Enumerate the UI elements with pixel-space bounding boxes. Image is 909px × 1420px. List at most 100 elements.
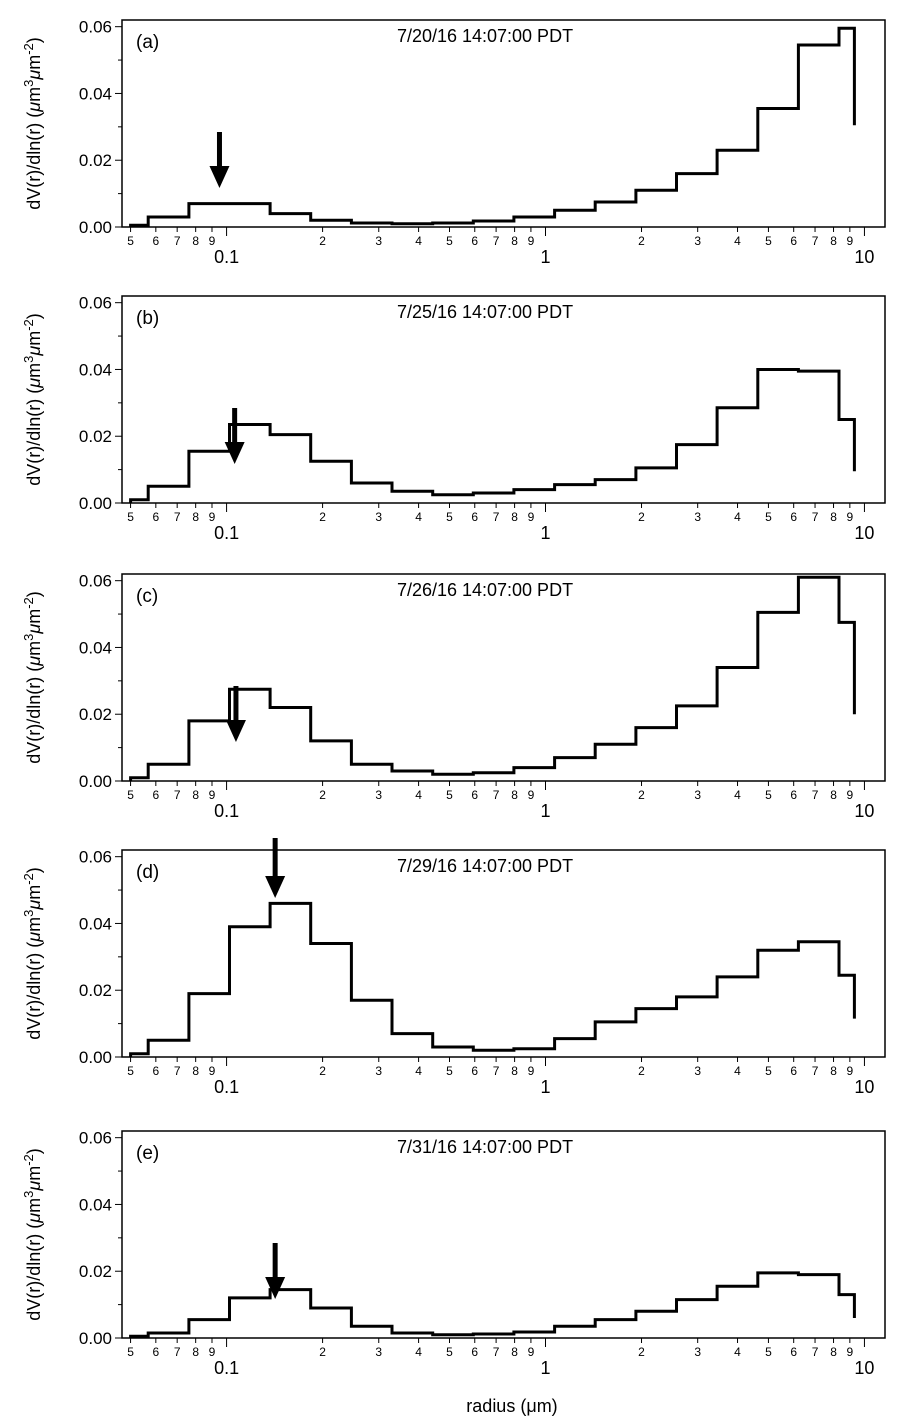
x-minor-tick-label: 8 bbox=[511, 510, 518, 524]
y-axis-title: dV(r)/dln(r) (μm3μm-2) bbox=[21, 37, 45, 210]
y-axis-title-part: m bbox=[24, 609, 44, 624]
x-minor-tick-label: 5 bbox=[127, 234, 134, 248]
x-minor-tick-label: 5 bbox=[127, 510, 134, 524]
x-minor-tick-label: 8 bbox=[192, 234, 199, 248]
x-minor-tick-label: 9 bbox=[209, 234, 216, 248]
x-minor-tick-label: 9 bbox=[847, 234, 854, 248]
x-minor-tick-label: 6 bbox=[790, 1345, 797, 1359]
size-distribution-step-line bbox=[129, 1271, 856, 1338]
chart-panel-a: 0.000.020.040.065 6 7 8 9 2 3 4 5 6 7 8 9 2 3 4 5 6 7 8 90.1… bbox=[21, 18, 886, 267]
y-tick-label: 0.04 bbox=[79, 914, 112, 933]
size-distribution-step-line bbox=[129, 368, 856, 503]
x-minor-tick-label: 9 bbox=[528, 788, 535, 802]
y-axis-title-part: μ bbox=[24, 656, 44, 667]
x-minor-tick-label: 3 bbox=[375, 510, 382, 524]
y-axis-title-part: ) bbox=[24, 313, 44, 319]
x-minor-tick-label: 7 bbox=[812, 1064, 819, 1078]
size-distribution-step-line bbox=[129, 901, 856, 1057]
y-axis-title-part: dV(r)/dln(r) ( bbox=[24, 666, 44, 764]
x-minor-tick-label: 3 bbox=[375, 788, 382, 802]
x-minor-tick-label: 3 bbox=[694, 1064, 701, 1078]
x-major-tick-label: 0.1 bbox=[214, 801, 239, 821]
x-minor-tick-label: 5 bbox=[127, 1064, 134, 1078]
x-minor-tick-label: 3 bbox=[694, 234, 701, 248]
x-minor-tick-label: 6 bbox=[152, 1345, 159, 1359]
x-minor-tick-label: 6 bbox=[152, 788, 159, 802]
panel-label: (a) bbox=[136, 32, 159, 53]
y-axis-title-part: μ bbox=[24, 932, 44, 943]
x-minor-tick-label: 9 bbox=[847, 1345, 854, 1359]
x-minor-tick-label: 2 bbox=[319, 234, 326, 248]
x-minor-tick-label: 4 bbox=[415, 510, 422, 524]
y-tick-label: 0.00 bbox=[79, 1329, 112, 1348]
x-minor-tick-label: 9 bbox=[209, 788, 216, 802]
y-axis-title-part: m bbox=[24, 55, 44, 70]
x-minor-tick-label: 9 bbox=[847, 788, 854, 802]
y-axis-title-part: ) bbox=[24, 1148, 44, 1154]
y-tick-label: 0.06 bbox=[79, 294, 112, 313]
x-minor-tick-label: 9 bbox=[528, 234, 535, 248]
arrow-down-icon bbox=[265, 1277, 286, 1299]
y-tick-label: 0.02 bbox=[79, 981, 112, 1000]
chart-panel-d: 0.000.020.040.065 6 7 8 9 2 3 4 5 6 7 8 9 2 3 4 5 6 7 8 90.1… bbox=[21, 838, 886, 1097]
x-minor-tick-label: 7 bbox=[174, 1345, 181, 1359]
y-axis-title-part: 3 bbox=[21, 80, 36, 87]
x-major-tick-label: 1 bbox=[541, 247, 551, 267]
x-minor-tick-label: 2 bbox=[319, 510, 326, 524]
y-axis-title-part: -2 bbox=[21, 43, 36, 55]
x-major-tick-label: 10 bbox=[854, 801, 874, 821]
x-minor-tick-label: 7 bbox=[493, 234, 500, 248]
y-tick-label: 0.06 bbox=[79, 1129, 112, 1148]
x-minor-tick-label: 9 bbox=[209, 1064, 216, 1078]
x-major-tick-label: 0.1 bbox=[214, 1077, 239, 1097]
x-minor-tick-label: 2 bbox=[319, 1345, 326, 1359]
x-minor-tick-label: 5 bbox=[765, 788, 772, 802]
y-axis-title-part: dV(r)/dln(r) ( bbox=[24, 942, 44, 1040]
y-axis-title-part: μ bbox=[24, 1181, 44, 1192]
x-minor-tick-label: 9 bbox=[847, 510, 854, 524]
y-tick-label: 0.06 bbox=[79, 18, 112, 37]
panel-title: 7/26/16 14:07:00 PDT bbox=[397, 580, 573, 600]
x-minor-tick-label: 4 bbox=[415, 788, 422, 802]
x-minor-tick-label: 6 bbox=[471, 510, 478, 524]
x-minor-tick-label: 6 bbox=[471, 1064, 478, 1078]
y-axis-title-part: μ bbox=[24, 346, 44, 357]
y-tick-label: 0.04 bbox=[79, 360, 112, 379]
x-minor-tick-label: 2 bbox=[638, 788, 645, 802]
y-axis-title: dV(r)/dln(r) (μm3μm-2) bbox=[21, 867, 45, 1040]
x-minor-tick-label: 5 bbox=[446, 234, 453, 248]
y-axis-title-part: -2 bbox=[21, 319, 36, 331]
x-minor-tick-label: 4 bbox=[734, 788, 741, 802]
x-minor-tick-label: 5 bbox=[765, 1064, 772, 1078]
x-minor-tick-label: 8 bbox=[511, 1064, 518, 1078]
arrow-down-icon bbox=[224, 442, 245, 464]
x-minor-tick-label: 9 bbox=[528, 1064, 535, 1078]
y-axis-title-part: μ bbox=[24, 70, 44, 81]
x-minor-tick-label: 7 bbox=[812, 788, 819, 802]
panel-title: 7/20/16 14:07:00 PDT bbox=[397, 26, 573, 46]
x-minor-tick-label: 4 bbox=[415, 1345, 422, 1359]
x-minor-tick-label: 7 bbox=[174, 788, 181, 802]
x-minor-tick-label: 4 bbox=[734, 510, 741, 524]
x-minor-tick-label: 7 bbox=[812, 1345, 819, 1359]
panel-label: (c) bbox=[136, 586, 158, 607]
x-minor-tick-label: 4 bbox=[734, 1064, 741, 1078]
y-tick-label: 0.00 bbox=[79, 218, 112, 237]
y-axis-title-part: μ bbox=[24, 1213, 44, 1224]
y-axis-title-part: μ bbox=[24, 900, 44, 911]
x-minor-tick-label: 9 bbox=[847, 1064, 854, 1078]
y-axis-title-part: ) bbox=[24, 867, 44, 873]
y-axis-title-part: μ bbox=[24, 378, 44, 389]
y-tick-label: 0.02 bbox=[79, 427, 112, 446]
x-minor-tick-label: 5 bbox=[446, 1345, 453, 1359]
y-axis-title-part: m bbox=[24, 87, 44, 102]
x-minor-tick-label: 8 bbox=[511, 788, 518, 802]
x-minor-tick-label: 6 bbox=[471, 788, 478, 802]
x-minor-tick-label: 8 bbox=[192, 1345, 199, 1359]
x-minor-tick-label: 8 bbox=[830, 788, 837, 802]
y-tick-label: 0.04 bbox=[79, 1195, 112, 1214]
y-axis-title-part: 3 bbox=[21, 356, 36, 363]
x-major-tick-label: 10 bbox=[854, 1077, 874, 1097]
y-axis-title-part: μ bbox=[24, 624, 44, 635]
x-minor-tick-label: 9 bbox=[528, 1345, 535, 1359]
